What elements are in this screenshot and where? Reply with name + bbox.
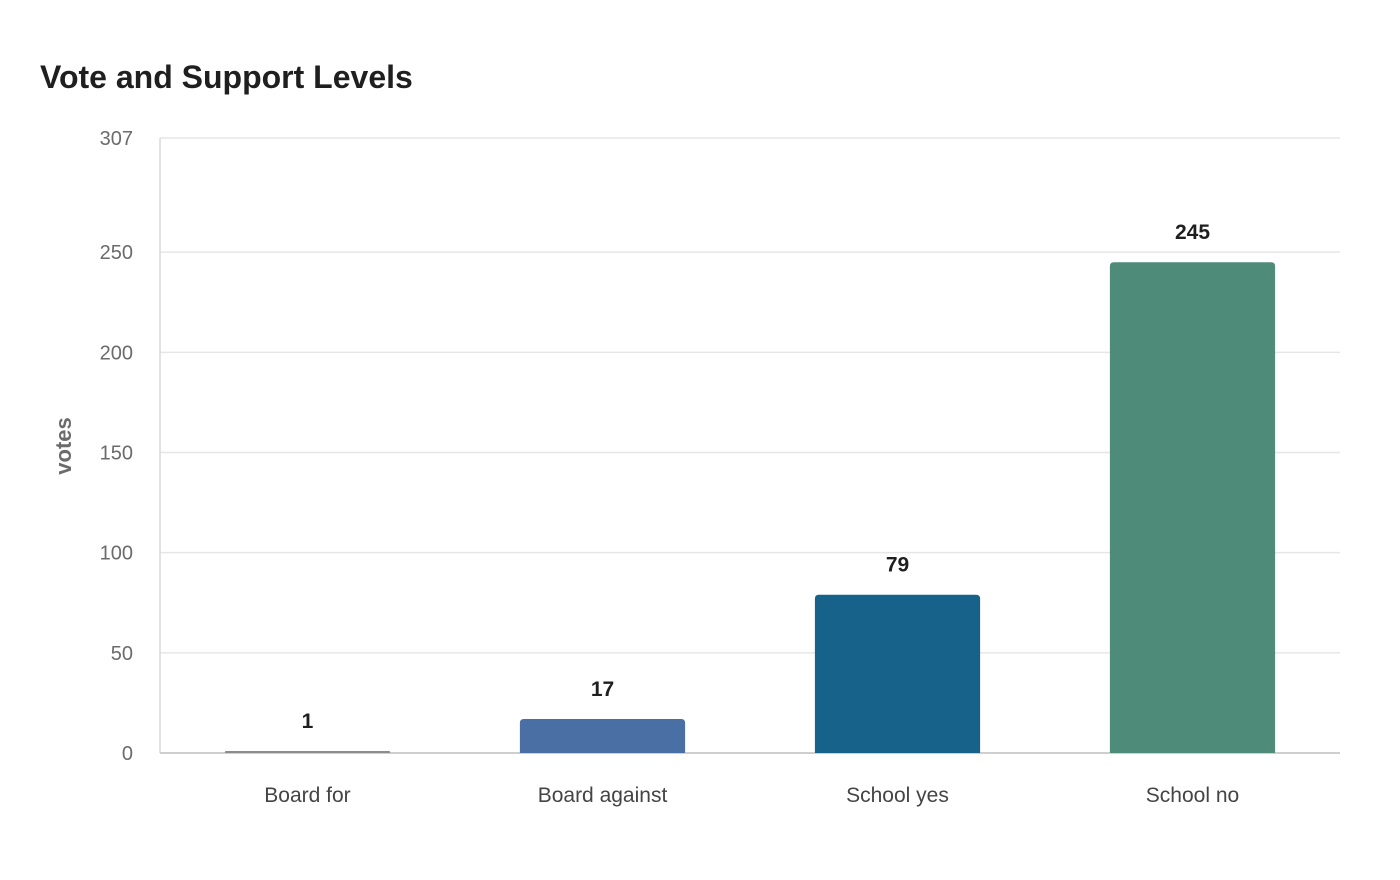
x-category-label: School no [1146,784,1239,807]
y-tick-label: 0 [122,743,133,765]
bar-value-label: 79 [886,554,909,577]
y-axis-title: votes [51,417,76,474]
bar-value-label: 17 [591,678,614,701]
y-tick-label: 100 [100,543,133,565]
labels: 0 50 100 150 200 250 307 1 Board for 17 Board agai… [100,128,1240,807]
bar-school-yes [814,594,981,753]
y-tick-label: 200 [100,342,133,364]
y-tick-label: 250 [100,242,133,264]
y-tick-label: 307 [100,128,133,150]
gridlines [160,137,1340,654]
bars [224,262,1276,753]
bar-board-against [519,718,686,753]
bar-value-label: 245 [1175,221,1210,244]
y-tick-label: 150 [100,443,133,465]
bar-value-label: 1 [302,710,314,733]
bar-board-for [224,750,391,753]
x-category-label: School yes [846,784,949,807]
chart-title: Vote and Support Levels [40,59,413,95]
y-tick-label: 50 [111,643,133,665]
x-category-label: Board against [538,784,668,807]
bar-school-no [1109,262,1276,753]
x-category-label: Board for [264,784,350,807]
